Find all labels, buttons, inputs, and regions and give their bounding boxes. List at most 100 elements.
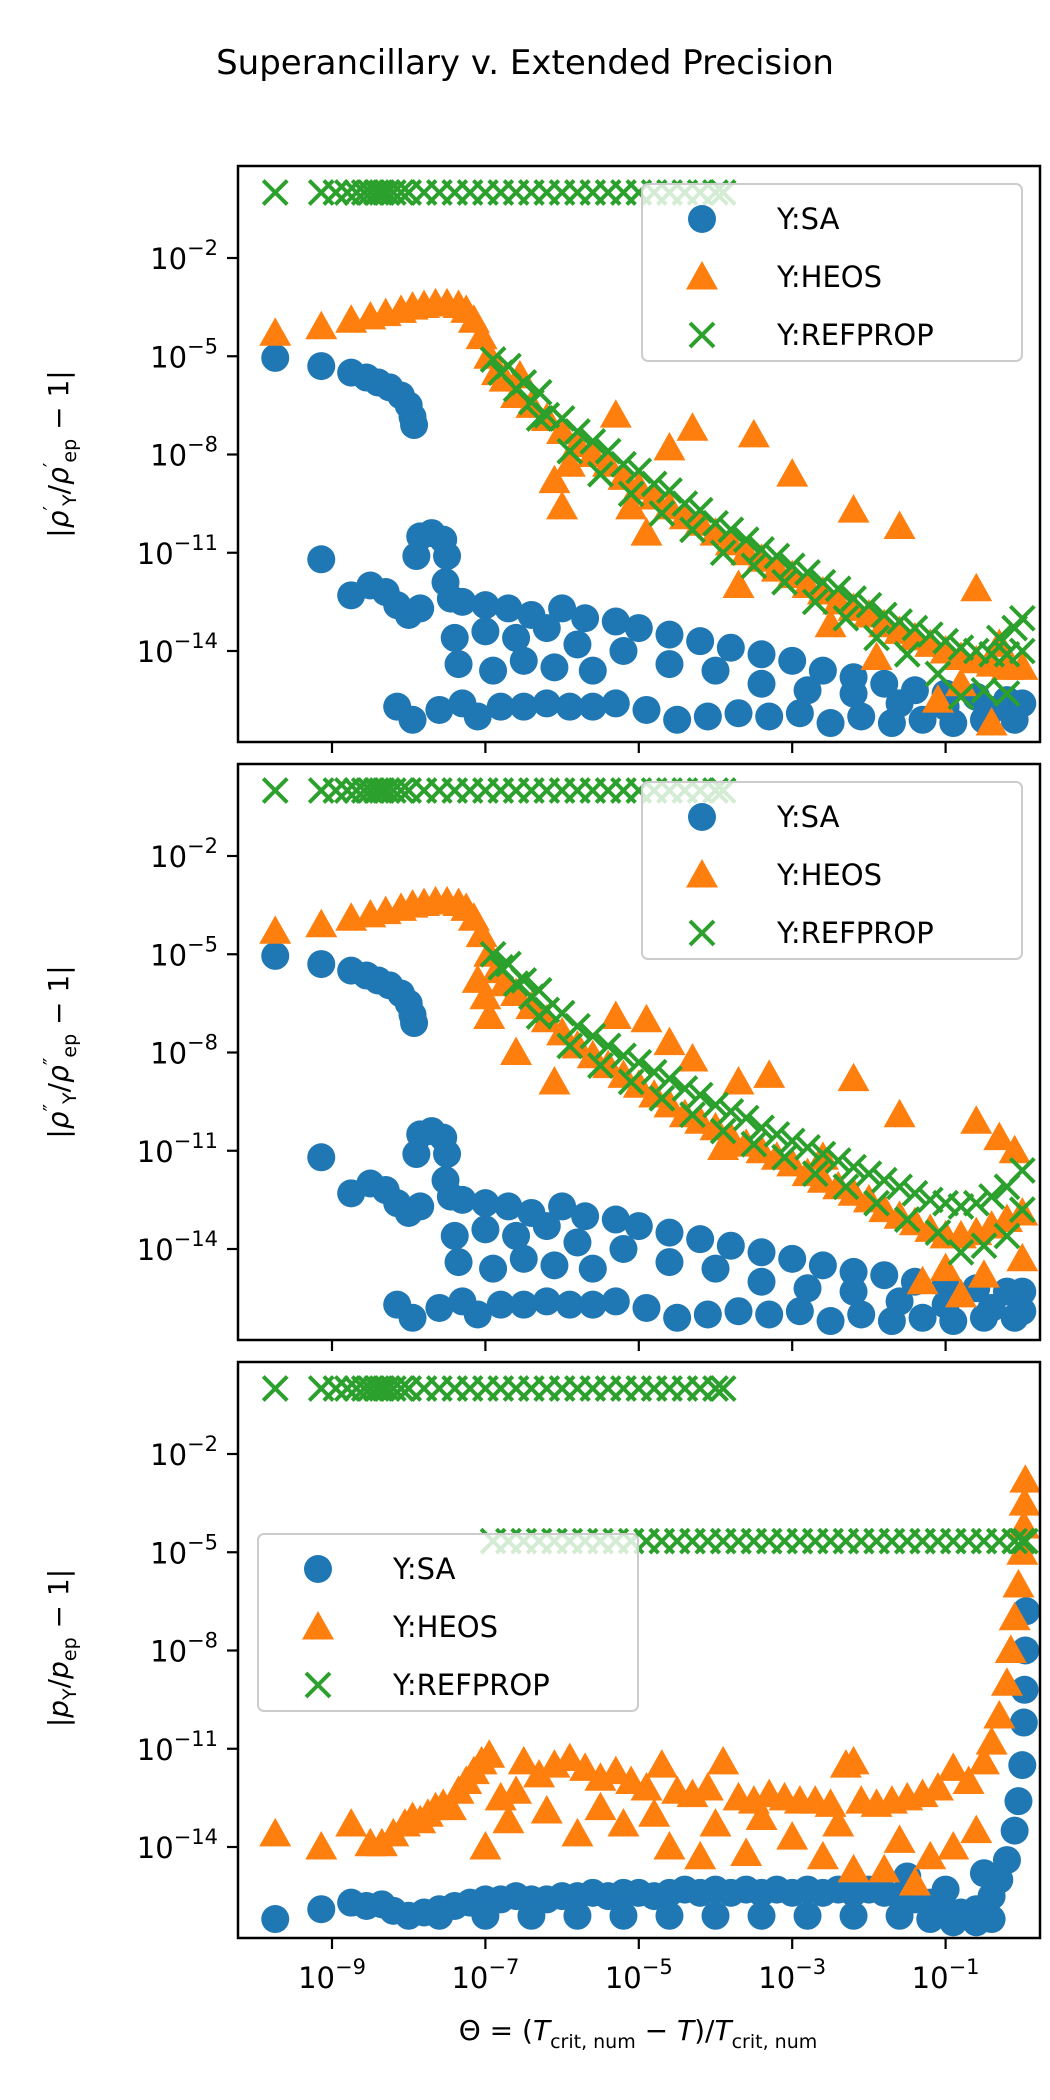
data-point-refprop — [387, 1375, 415, 1402]
data-point-heos — [921, 684, 954, 713]
data-point-sa — [624, 1212, 653, 1241]
data-point-sa — [1000, 705, 1029, 734]
data-point-heos — [553, 448, 586, 477]
data-point-sa — [969, 1303, 998, 1332]
data-point-sa — [563, 1228, 592, 1257]
data-point-sa — [693, 702, 722, 731]
data-point-heos — [707, 1745, 740, 1775]
data-point-sa — [494, 1192, 523, 1221]
data-point-refprop — [901, 614, 929, 642]
y-tick-label: 10−8 — [150, 1031, 218, 1071]
data-point-heos — [259, 317, 292, 346]
data-point-heos — [569, 1752, 602, 1781]
data-point-refprop — [771, 1143, 798, 1171]
data-point-heos — [921, 1772, 954, 1801]
data-point-refprop — [985, 624, 1013, 652]
data-point-sa — [307, 1895, 336, 1924]
data-point-heos — [1008, 1487, 1040, 1516]
data-point-refprop — [970, 1232, 998, 1260]
data-point-sa — [624, 614, 653, 643]
legend-box — [257, 1533, 639, 1712]
data-point-sa — [509, 646, 538, 675]
data-point-sa — [479, 656, 508, 685]
data-point-refprop — [261, 777, 289, 804]
data-point-refprop — [656, 1065, 683, 1093]
data-point-heos — [837, 494, 870, 523]
data-point-heos — [630, 1003, 663, 1033]
data-point-sa — [1000, 1303, 1029, 1332]
data-point-sa — [908, 1303, 937, 1332]
data-point-sa — [839, 1257, 868, 1286]
data-point-sa — [406, 594, 435, 623]
data-point-sa — [444, 650, 473, 679]
data-point-sa — [307, 545, 336, 574]
data-point-refprop — [648, 500, 676, 527]
data-point-sa — [486, 1290, 515, 1319]
legend-marker-x-icon — [688, 321, 716, 349]
legend-label: Y:REFPROP — [776, 318, 934, 352]
data-point-sa — [479, 1254, 508, 1283]
data-point-sa — [548, 1192, 577, 1221]
series-heos — [259, 1464, 1040, 1896]
data-point-heos — [975, 707, 1008, 736]
data-point-heos — [599, 1000, 632, 1029]
data-point-heos — [1009, 1464, 1040, 1493]
data-point-refprop — [617, 480, 645, 508]
series-refprop — [261, 1375, 1039, 1555]
data-point-sa — [877, 709, 906, 738]
y-axis-label-pressure: |pY/pep − 1| — [42, 1569, 81, 1727]
y-tick-label: 10−8 — [150, 1629, 218, 1669]
data-point-sa — [494, 594, 523, 623]
data-point-heos — [914, 1840, 947, 1870]
data-point-sa — [939, 1908, 968, 1937]
data-point-sa — [609, 1901, 638, 1930]
data-point-heos — [469, 1831, 502, 1860]
data-point-heos — [259, 915, 292, 944]
data-point-sa — [1008, 1277, 1037, 1306]
data-point-heos — [615, 490, 648, 520]
data-point-refprop — [671, 1075, 699, 1102]
data-point-sa — [1004, 1787, 1033, 1816]
data-point-heos — [960, 1814, 993, 1844]
y-axis-label-rho-liquid: |ρ′Y/ρ′ep − 1| — [39, 370, 81, 537]
data-point-sa — [747, 1901, 776, 1930]
data-point-refprop — [778, 1127, 806, 1155]
data-point-refprop — [610, 450, 637, 478]
chart-title: Superancillary v. Extended Precision — [216, 43, 834, 83]
data-point-refprop — [924, 660, 952, 688]
legend-item-sa: Y:SA — [688, 202, 840, 236]
data-point-heos — [929, 1252, 962, 1282]
data-point-refprop — [368, 179, 396, 206]
y-tick-label: 10−11 — [137, 1129, 218, 1169]
data-point-sa — [655, 1218, 684, 1247]
data-point-refprop — [840, 1153, 867, 1181]
data-point-heos — [837, 1853, 870, 1883]
data-point-refprop — [261, 1375, 289, 1402]
data-point-refprop — [801, 1160, 829, 1188]
data-point-heos — [975, 1726, 1008, 1755]
data-point-refprop — [901, 1179, 929, 1207]
data-point-heos — [538, 1065, 571, 1095]
data-point-heos — [707, 1131, 740, 1160]
data-point-refprop — [763, 1120, 791, 1148]
data-point-refprop — [368, 777, 396, 804]
data-point-heos — [500, 1036, 533, 1065]
data-point-refprop — [686, 1081, 714, 1109]
data-point-refprop — [625, 1048, 653, 1076]
data-point-heos — [937, 1831, 970, 1860]
data-point-heos — [305, 310, 338, 340]
data-point-sa — [686, 627, 715, 656]
data-point-refprop — [886, 1173, 913, 1201]
data-point-heos — [822, 1808, 855, 1837]
data-point-sa — [578, 1290, 607, 1319]
data-point-sa — [601, 1205, 630, 1234]
data-point-sa — [509, 1244, 538, 1273]
data-point-sa — [563, 630, 592, 659]
y-tick-label: 10−2 — [150, 236, 218, 276]
data-point-sa — [908, 705, 937, 734]
data-point-sa — [716, 633, 745, 662]
data-point-heos — [998, 1601, 1031, 1631]
data-point-refprop — [679, 1101, 706, 1129]
data-point-heos — [868, 1853, 901, 1883]
